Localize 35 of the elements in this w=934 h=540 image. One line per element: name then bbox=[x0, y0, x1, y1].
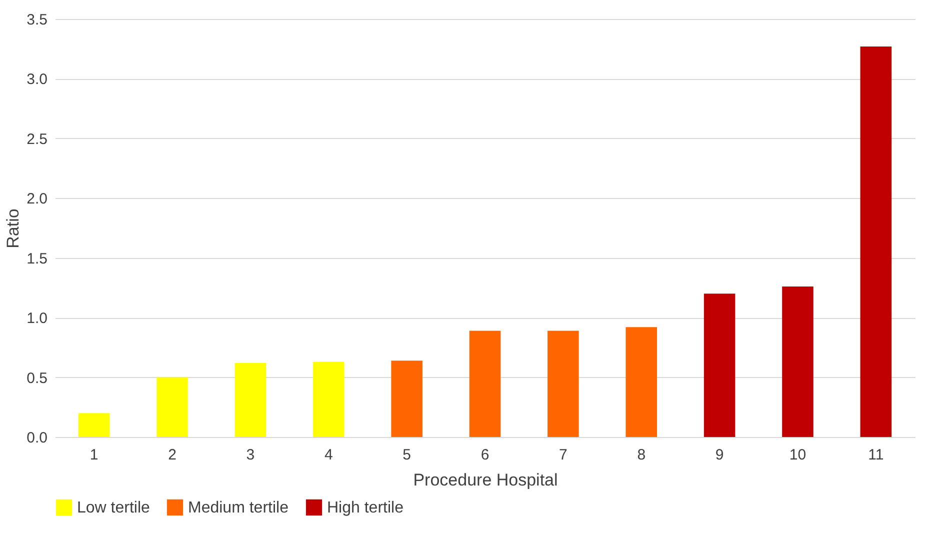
y-tick-label: 0.5 bbox=[26, 370, 48, 387]
y-tick-label: 1.5 bbox=[26, 250, 48, 268]
y-tick-label: 3.5 bbox=[26, 12, 48, 28]
legend-label: Medium tertile bbox=[188, 499, 289, 516]
x-tick-label: 11 bbox=[868, 446, 884, 464]
x-tick-label: 10 bbox=[789, 446, 806, 464]
legend-label: High tertile bbox=[327, 499, 404, 516]
bar bbox=[391, 360, 422, 437]
bar bbox=[548, 330, 579, 437]
x-axis-title: Procedure Hospital bbox=[413, 470, 558, 490]
x-tick-label: 4 bbox=[324, 446, 333, 464]
x-tick-label: 5 bbox=[402, 446, 411, 464]
y-tick-label: 0.0 bbox=[26, 430, 48, 446]
x-tick-label: 6 bbox=[480, 446, 490, 464]
y-tick-label: 2.0 bbox=[26, 190, 48, 208]
bar bbox=[156, 377, 188, 437]
legend-label: Low tertile bbox=[77, 499, 150, 516]
x-tick-label: 9 bbox=[715, 446, 724, 464]
bar bbox=[313, 362, 344, 437]
bar bbox=[782, 286, 814, 437]
x-tick-label: 2 bbox=[168, 446, 176, 464]
x-tick-label: 8 bbox=[637, 446, 646, 464]
bar bbox=[234, 362, 266, 437]
y-tick-label: 2.5 bbox=[26, 130, 48, 148]
bar bbox=[704, 294, 736, 437]
y-tick-label: 3.0 bbox=[26, 71, 48, 88]
bar bbox=[626, 327, 657, 437]
x-tick-label: 1 bbox=[90, 446, 98, 464]
bar bbox=[860, 46, 892, 437]
bar bbox=[469, 330, 501, 437]
y-axis-title: Ratio bbox=[4, 208, 23, 248]
y-tick-label: 1.0 bbox=[26, 310, 48, 328]
bar bbox=[78, 413, 110, 437]
x-tick-label: 3 bbox=[246, 446, 255, 464]
x-tick-label: 7 bbox=[559, 446, 568, 464]
